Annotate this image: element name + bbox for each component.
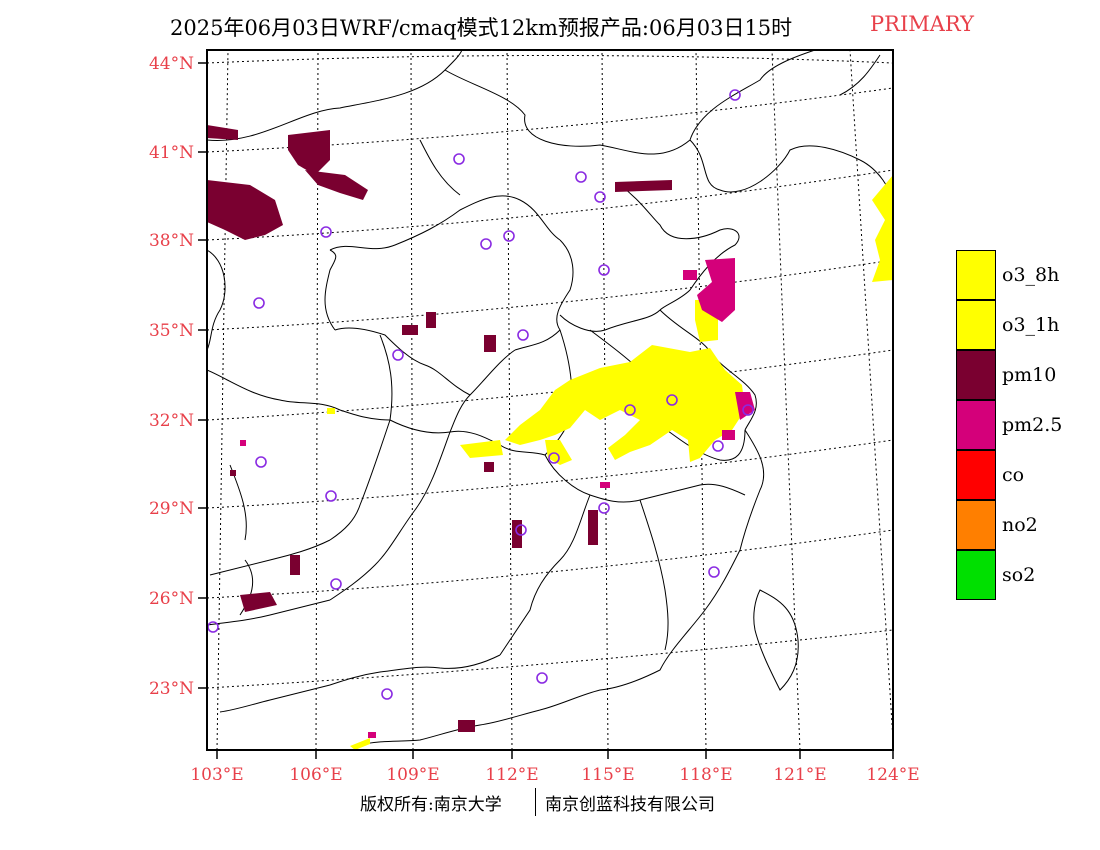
legend-label-pm25: pm2.5 bbox=[1002, 414, 1063, 436]
legend-swatch-o3-8h bbox=[956, 250, 996, 300]
latitude-label-35n: 35°N bbox=[148, 321, 194, 341]
latitude-label-29n: 29°N bbox=[148, 499, 194, 519]
legend-label-co: co bbox=[1002, 464, 1025, 486]
legend-swatch-pm10 bbox=[956, 350, 996, 400]
latitude-label-26n: 26°N bbox=[148, 589, 194, 609]
primary-pollutant-tag: PRIMARY bbox=[870, 12, 974, 36]
pollutant-exceedance-cells bbox=[207, 125, 893, 750]
longitude-label-115e: 115°E bbox=[581, 765, 635, 785]
footer-divider bbox=[535, 788, 536, 816]
legend-label-o3-8h: o3_8h bbox=[1002, 264, 1060, 286]
latitude-label-44n: 44°N bbox=[148, 54, 194, 74]
legend-swatch-o3-1h bbox=[956, 300, 996, 350]
legend-swatch-so2 bbox=[956, 550, 996, 600]
longitude-label-109e: 109°E bbox=[386, 765, 440, 785]
legend-label-so2: so2 bbox=[1002, 564, 1036, 586]
longitude-label-112e: 112°E bbox=[485, 765, 539, 785]
legend-label-pm10: pm10 bbox=[1002, 364, 1057, 386]
legend-label-o3-1h: o3_1h bbox=[1002, 314, 1060, 336]
province-boundaries bbox=[207, 50, 893, 746]
longitude-label-106e: 106°E bbox=[289, 765, 343, 785]
copyright-text: 版权所有:南京大学 bbox=[360, 795, 502, 815]
legend-swatch-co bbox=[956, 450, 996, 500]
map-frame bbox=[206, 49, 894, 751]
legend-label-no2: no2 bbox=[1002, 514, 1038, 536]
map-graticule bbox=[207, 50, 893, 750]
longitude-label-121e: 121°E bbox=[773, 765, 827, 785]
monitoring-stations bbox=[207, 89, 754, 700]
legend-swatch-no2 bbox=[956, 500, 996, 550]
company-name: 南京创蓝科技有限公司 bbox=[545, 795, 715, 815]
axis-ticks bbox=[198, 62, 894, 759]
forecast-title: 2025年06月03日WRF/cmaq模式12km预报产品:06月03日15时 bbox=[170, 16, 793, 40]
longitude-label-118e: 118°E bbox=[679, 765, 733, 785]
longitude-label-124e: 124°E bbox=[866, 765, 920, 785]
longitude-label-103e: 103°E bbox=[190, 765, 244, 785]
legend-swatch-pm25 bbox=[956, 400, 996, 450]
latitude-label-41n: 41°N bbox=[148, 143, 194, 163]
map-title: 2025年06月03日WRF/cmaq模式12km预报产品:06月03日15时 … bbox=[0, 12, 1100, 40]
copyright-footer: 版权所有:南京大学 南京创蓝科技有限公司 bbox=[0, 788, 1100, 820]
latitude-label-38n: 38°N bbox=[148, 231, 194, 251]
latitude-label-32n: 32°N bbox=[148, 411, 194, 431]
latitude-label-23n: 23°N bbox=[148, 679, 194, 699]
